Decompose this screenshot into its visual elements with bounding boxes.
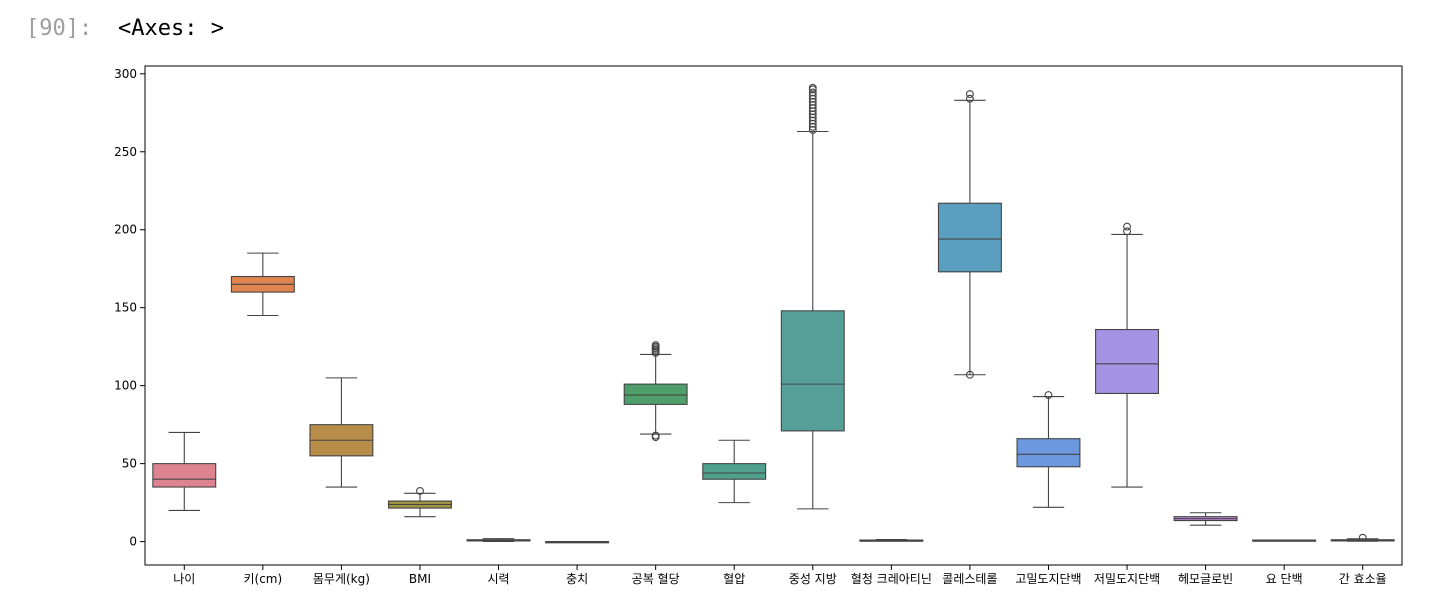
outlier-point <box>416 486 424 495</box>
outlier-point <box>808 119 817 128</box>
plot-area <box>152 83 1395 544</box>
box-13 <box>1095 222 1160 488</box>
iqr-box <box>152 463 217 488</box>
box-9 <box>780 83 845 510</box>
x-tick-label: 충치 <box>566 572 588 586</box>
outlier-point <box>808 88 817 97</box>
outlier-point <box>1044 391 1053 399</box>
y-tick-label: 100 <box>114 379 137 393</box>
outlier-point <box>808 94 817 103</box>
x-tick-label: BMI <box>409 572 431 586</box>
box-6 <box>545 541 610 544</box>
x-tick-label: 간 효소율 <box>1339 572 1387 586</box>
outlier-point <box>808 110 817 119</box>
x-tick-label: 몸무게(kg) <box>313 572 370 586</box>
cell-prompt: [90]: <box>26 16 93 41</box>
outlier-point <box>965 90 974 99</box>
x-tick-label: 키(cm) <box>243 572 282 586</box>
axes-frame <box>144 65 1403 566</box>
x-axis: 나이 키(cm) 몸무게(kg) BMI 시력 충치 공복 혈당 혈압 중성 지방 혈청 크레아티… <box>173 565 1387 586</box>
iqr-box <box>702 463 767 480</box>
x-tick-label: 고밀도지단백 <box>1015 572 1081 586</box>
box-5 <box>466 538 531 543</box>
outlier-point <box>808 97 817 106</box>
y-tick-label: 150 <box>114 301 137 315</box>
x-tick-label: 콜레스테롤 <box>942 572 997 586</box>
iqr-box <box>1095 328 1160 395</box>
outlier-point <box>808 113 817 122</box>
outlier-point <box>965 370 974 379</box>
box-12 <box>1016 391 1081 508</box>
box-16 <box>1330 533 1395 542</box>
cell-output-text: <Axes: > <box>118 16 224 41</box>
outlier-point <box>808 91 817 100</box>
y-axis: 0 50 100 150 200 250 300 <box>114 67 145 549</box>
x-tick-label: 요 단백 <box>1266 572 1303 586</box>
box-4 <box>387 486 452 518</box>
box-3 <box>309 377 374 488</box>
iqr-box <box>623 383 688 405</box>
x-tick-label: 혈압 <box>723 572 745 586</box>
box-10 <box>859 539 924 542</box>
box-8 <box>702 439 767 504</box>
x-tick-label: 공복 혈당 <box>632 572 680 586</box>
y-tick-label: 300 <box>114 67 137 81</box>
outlier-point <box>1123 222 1131 231</box>
outlier-point <box>808 101 817 109</box>
x-tick-label: 중성 지방 <box>789 572 837 586</box>
x-tick-label: 시력 <box>487 572 509 586</box>
outlier-point <box>808 125 817 134</box>
outlier-point <box>808 122 817 131</box>
outlier-point <box>1358 533 1367 542</box>
outlier-point <box>965 94 974 103</box>
y-tick-label: 0 <box>129 535 137 549</box>
x-tick-label: 헤모글로빈 <box>1178 572 1233 586</box>
outlier-point <box>1123 227 1131 236</box>
outlier-point <box>651 431 660 440</box>
outlier-point <box>808 107 817 116</box>
box-2 <box>230 252 295 317</box>
y-tick-label: 200 <box>114 223 137 237</box>
box-11 <box>937 90 1002 379</box>
box-7 <box>623 341 688 442</box>
x-tick-label: 나이 <box>173 572 195 586</box>
outlier-point <box>808 104 817 113</box>
iqr-box <box>780 310 845 432</box>
x-tick-label: 저밀도지단백 <box>1094 572 1160 586</box>
y-tick-label: 50 <box>122 457 137 471</box>
iqr-box <box>1016 438 1081 468</box>
x-tick-label: 혈청 크레아티닌 <box>851 572 932 586</box>
outlier-point <box>808 83 817 92</box>
outlier-point <box>651 341 660 350</box>
y-tick-label: 250 <box>114 145 137 159</box>
outlier-point <box>808 116 817 125</box>
box-14 <box>1173 512 1238 526</box>
box-15 <box>1252 539 1317 542</box>
iqr-box <box>937 202 1002 273</box>
box-1 <box>152 431 217 511</box>
